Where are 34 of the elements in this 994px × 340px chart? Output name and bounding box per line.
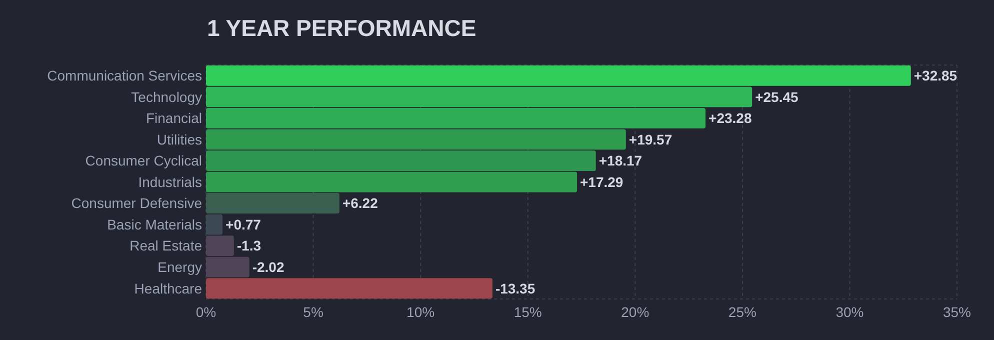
y-tick-label: Technology — [131, 88, 202, 105]
data-label: +6.22 — [342, 195, 378, 212]
y-tick-label: Basic Materials — [107, 216, 202, 232]
data-label: +32.85 — [914, 68, 958, 84]
x-tick-label: 5% — [303, 304, 324, 320]
chart-title: 1 YEAR PERFORMANCE — [207, 15, 476, 41]
x-tick-label: 0% — [196, 304, 216, 320]
data-label: -1.3 — [236, 238, 262, 254]
y-tick-label: Consumer Defensive — [71, 195, 202, 212]
y-tick-label: Utilities — [156, 131, 202, 148]
bar — [206, 65, 911, 86]
bar — [206, 193, 340, 214]
data-label: +25.45 — [755, 88, 799, 105]
x-tick-label: 15% — [514, 304, 542, 320]
y-tick-label: Energy — [158, 258, 202, 275]
x-tick-label: 20% — [621, 304, 650, 320]
y-tick-label: Real Estate — [130, 238, 202, 254]
x-tick-label: 10% — [406, 304, 435, 320]
x-tick-label: 25% — [728, 304, 756, 320]
data-label: -2.02 — [252, 258, 284, 275]
bar — [206, 278, 492, 299]
y-tick-label: Healthcare — [134, 280, 202, 296]
y-tick-label: Communication Services — [47, 68, 202, 84]
data-label: +23.28 — [708, 110, 752, 126]
x-tick-label: 30% — [836, 304, 864, 320]
data-label: +17.29 — [580, 174, 624, 190]
x-tick-label: 35% — [942, 304, 972, 320]
y-tick-label: Industrials — [138, 174, 202, 190]
y-tick-label: Consumer Cyclical — [85, 152, 202, 169]
data-label: -13.35 — [495, 280, 536, 296]
data-label: +19.57 — [628, 131, 672, 148]
y-tick-label: Financial — [146, 110, 202, 126]
data-label: +18.17 — [598, 152, 642, 169]
data-label: +0.77 — [226, 216, 262, 232]
